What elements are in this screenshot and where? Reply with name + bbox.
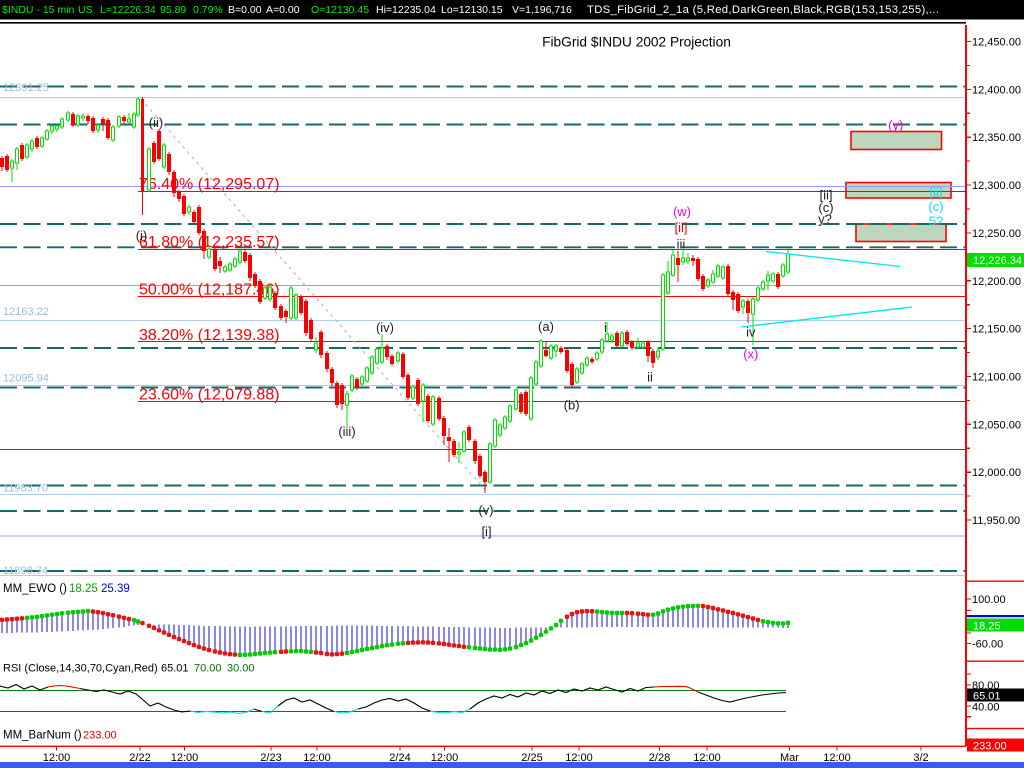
svg-text:61.80% (12,235.57): 61.80% (12,235.57) xyxy=(139,234,280,251)
svg-text:ii: ii xyxy=(647,370,653,385)
svg-text:12:00: 12:00 xyxy=(43,752,71,764)
svg-text:2/24: 2/24 xyxy=(389,752,410,764)
svg-text:[ii]: [ii] xyxy=(675,220,688,235)
svg-text:12,350.00: 12,350.00 xyxy=(972,132,1021,144)
svg-text:(w): (w) xyxy=(673,204,691,219)
svg-text:(b): (b) xyxy=(564,398,580,413)
svg-text:iii: iii xyxy=(677,237,686,252)
svg-text:(v): (v) xyxy=(478,503,493,518)
svg-text:12,050.00: 12,050.00 xyxy=(972,419,1021,431)
svg-text:40.00: 40.00 xyxy=(972,702,1000,714)
svg-text:12095.94: 12095.94 xyxy=(3,373,49,385)
svg-text:12,300.00: 12,300.00 xyxy=(972,180,1021,192)
svg-text:11898.74: 11898.74 xyxy=(3,565,48,577)
svg-text:12:00: 12:00 xyxy=(431,752,459,764)
svg-text:12:00: 12:00 xyxy=(693,752,721,764)
svg-text:[ii]: [ii] xyxy=(820,188,833,203)
svg-text:(iii): (iii) xyxy=(338,424,355,439)
svg-text:2/23: 2/23 xyxy=(260,752,281,764)
svg-text:12,400.00: 12,400.00 xyxy=(972,84,1021,96)
svg-text:5?: 5? xyxy=(929,214,943,229)
svg-text:MM_BarNum ()233.00: MM_BarNum ()233.00 xyxy=(3,730,117,742)
svg-text:(x): (x) xyxy=(743,347,758,362)
svg-text:[i]: [i] xyxy=(481,524,491,539)
svg-text:50.00% (12,187.46): 50.00% (12,187.46) xyxy=(139,281,280,298)
svg-text:(ii): (ii) xyxy=(149,115,163,130)
svg-text:RSI (Close,14,30,70,Cyan,Red)6: RSI (Close,14,30,70,Cyan,Red) 65.01 70.00 3… xyxy=(3,663,255,675)
svg-text:i: i xyxy=(604,320,607,335)
svg-text:11983.70: 11983.70 xyxy=(3,483,48,495)
svg-text:11,950.00: 11,950.00 xyxy=(972,515,1020,527)
svg-text:y?: y? xyxy=(818,212,832,227)
svg-text:12163.22: 12163.22 xyxy=(3,306,49,318)
svg-text:100.00: 100.00 xyxy=(972,594,1006,606)
svg-text:12,450.00: 12,450.00 xyxy=(972,37,1021,49)
svg-text:TDS_FibGrid_2_1a (5,Red,DarkGr: TDS_FibGrid_2_1a (5,Red,DarkGreen,Black,… xyxy=(587,4,939,16)
svg-text:12:00: 12:00 xyxy=(303,752,331,764)
svg-text:12:00: 12:00 xyxy=(823,752,851,764)
svg-text:2/25: 2/25 xyxy=(521,752,542,764)
svg-text:[ii]: [ii] xyxy=(930,185,943,200)
svg-text:(i): (i) xyxy=(136,228,148,243)
svg-text:Mar: Mar xyxy=(780,752,799,764)
svg-text:23.60% (12,079.88): 23.60% (12,079.88) xyxy=(139,386,280,403)
svg-text:(y): (y) xyxy=(888,118,903,133)
svg-text:12:00: 12:00 xyxy=(171,752,199,764)
svg-text:(a): (a) xyxy=(538,319,554,334)
svg-text:233.00: 233.00 xyxy=(973,741,1007,753)
svg-text:iv: iv xyxy=(746,325,756,340)
svg-text:12,250.00: 12,250.00 xyxy=(972,228,1021,240)
svg-text:12,100.00: 12,100.00 xyxy=(972,371,1021,383)
svg-text:12,000.00: 12,000.00 xyxy=(972,467,1021,479)
svg-text:12,150.00: 12,150.00 xyxy=(972,324,1021,336)
svg-text:-60.00: -60.00 xyxy=(972,639,1003,651)
svg-text:12,200.00: 12,200.00 xyxy=(972,276,1021,288)
svg-text:38.20% (12,139.38): 38.20% (12,139.38) xyxy=(139,327,280,344)
svg-text:(iv): (iv) xyxy=(376,320,394,335)
svg-text:(c): (c) xyxy=(818,200,833,215)
svg-text:18.25: 18.25 xyxy=(973,621,1001,633)
svg-text:FibGrid $INDU 2002 Projection: FibGrid $INDU 2002 Projection xyxy=(542,35,731,50)
svg-text:12,226.34: 12,226.34 xyxy=(973,255,1022,267)
svg-text:(c): (c) xyxy=(928,199,943,214)
svg-text:3/2: 3/2 xyxy=(913,752,928,764)
svg-text:12:00: 12:00 xyxy=(565,752,593,764)
svg-text:65.01: 65.01 xyxy=(973,691,1001,703)
svg-text:76.40% (12,295.07): 76.40% (12,295.07) xyxy=(139,176,280,193)
svg-text:12391.25: 12391.25 xyxy=(3,82,49,94)
svg-text:2/22: 2/22 xyxy=(129,752,150,764)
svg-text:2/28: 2/28 xyxy=(649,752,670,764)
